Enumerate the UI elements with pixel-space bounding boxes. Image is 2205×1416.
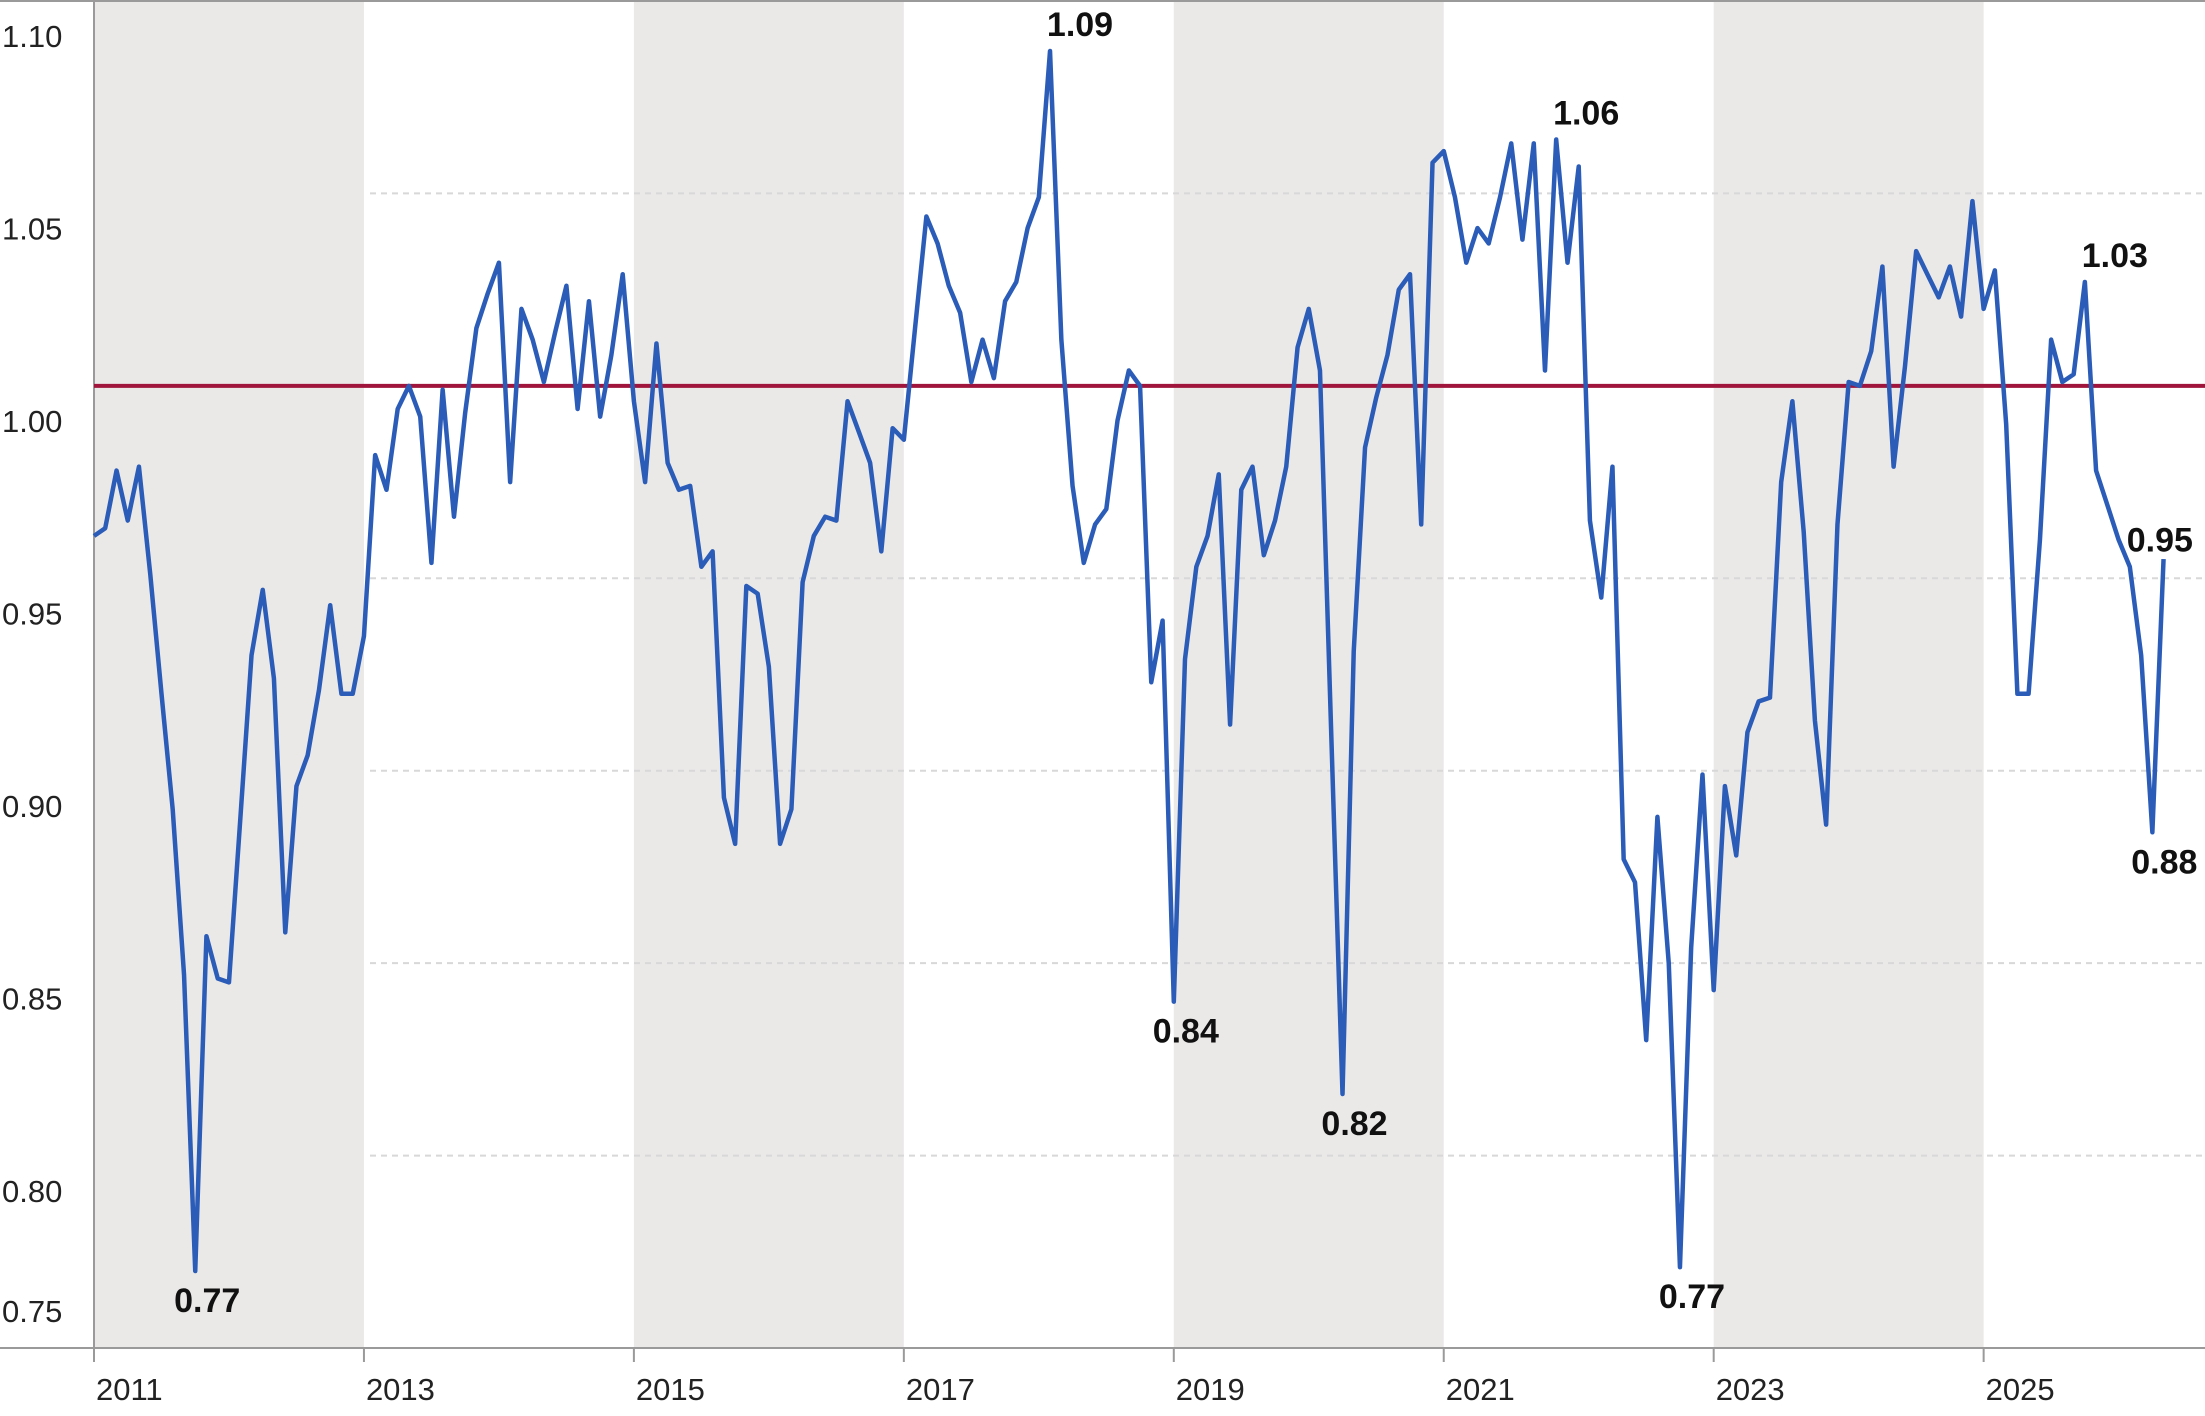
- y-tick-label: 0.75: [2, 1294, 62, 1329]
- band: [94, 1, 364, 1348]
- x-tick-label: 2017: [906, 1372, 975, 1407]
- band: [1713, 1, 1984, 1348]
- data-label: 0.88: [2131, 843, 2197, 881]
- x-tick-label: 2015: [636, 1372, 705, 1407]
- y-tick-label: 0.90: [2, 789, 62, 824]
- y-tick-label: 0.95: [2, 596, 62, 631]
- data-label: 0.82: [1321, 1105, 1387, 1143]
- x-tick-label: 2023: [1716, 1372, 1785, 1407]
- x-tick-label: 2025: [1986, 1372, 2055, 1407]
- data-label: 1.03: [2082, 237, 2148, 275]
- x-tick-label: 2021: [1446, 1372, 1515, 1407]
- x-tick-label: 2019: [1176, 1372, 1245, 1407]
- data-label: 0.84: [1153, 1013, 1219, 1051]
- x-tick-label: 2011: [96, 1372, 163, 1407]
- data-label: 1.06: [1553, 95, 1619, 133]
- x-tick-label: 2013: [366, 1372, 435, 1407]
- y-tick-label: 1.10: [2, 19, 62, 54]
- data-line: [92, 48, 2166, 1274]
- y-tick-label: 0.85: [2, 981, 62, 1016]
- data-label: 0.77: [174, 1282, 240, 1320]
- y-tick-label: 0.80: [2, 1174, 62, 1209]
- data-label: 0.95: [2127, 522, 2193, 560]
- data-label: 1.09: [1047, 6, 1113, 44]
- y-tick-label: 1.00: [2, 404, 62, 439]
- data-label: 0.77: [1659, 1278, 1725, 1316]
- band: [1173, 1, 1444, 1348]
- y-tick-label: 1.05: [2, 212, 62, 247]
